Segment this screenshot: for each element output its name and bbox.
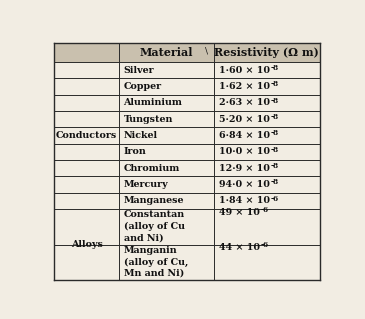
Text: -6: -6 bbox=[270, 195, 278, 203]
Text: 2·63 × 10: 2·63 × 10 bbox=[219, 99, 270, 108]
Text: -6: -6 bbox=[260, 206, 268, 214]
Text: Alloys: Alloys bbox=[71, 240, 103, 249]
Text: -8: -8 bbox=[270, 113, 278, 121]
Text: 49 × 10: 49 × 10 bbox=[219, 208, 260, 217]
Text: Constantan
(alloy of Cu
and Ni): Constantan (alloy of Cu and Ni) bbox=[123, 210, 185, 242]
Text: Chromium: Chromium bbox=[123, 164, 180, 173]
Text: 44 × 10: 44 × 10 bbox=[219, 243, 260, 252]
Text: -8: -8 bbox=[270, 178, 278, 186]
Text: Material: Material bbox=[140, 47, 193, 58]
Text: -8: -8 bbox=[270, 162, 278, 170]
Text: Nickel: Nickel bbox=[123, 131, 158, 140]
Text: -8: -8 bbox=[270, 80, 278, 88]
Text: Iron: Iron bbox=[123, 147, 146, 156]
Text: 6·84 × 10: 6·84 × 10 bbox=[219, 131, 270, 140]
Text: 5·20 × 10: 5·20 × 10 bbox=[219, 115, 270, 124]
Text: -8: -8 bbox=[270, 64, 278, 72]
Text: -6: -6 bbox=[260, 241, 268, 249]
Text: 1·84 × 10: 1·84 × 10 bbox=[219, 197, 270, 205]
Text: Silver: Silver bbox=[123, 66, 154, 75]
Text: 1·62 × 10: 1·62 × 10 bbox=[219, 82, 270, 91]
Text: \: \ bbox=[205, 47, 208, 56]
Text: Mercury: Mercury bbox=[123, 180, 168, 189]
Text: -8: -8 bbox=[270, 97, 278, 105]
Text: Resistivity (Ω m): Resistivity (Ω m) bbox=[215, 47, 319, 58]
Text: Tungsten: Tungsten bbox=[123, 115, 173, 124]
Text: Copper: Copper bbox=[123, 82, 162, 91]
Text: 10·0 × 10: 10·0 × 10 bbox=[219, 147, 270, 156]
Text: Manganese: Manganese bbox=[123, 197, 184, 205]
Text: 12·9 × 10: 12·9 × 10 bbox=[219, 164, 270, 173]
Text: 1·60 × 10: 1·60 × 10 bbox=[219, 66, 270, 75]
Text: Manganin
(alloy of Cu,
Mn and Ni): Manganin (alloy of Cu, Mn and Ni) bbox=[123, 246, 188, 278]
Bar bbox=[54, 43, 320, 62]
Text: 94·0 × 10: 94·0 × 10 bbox=[219, 180, 270, 189]
Text: Aluminium: Aluminium bbox=[123, 99, 182, 108]
Text: Conductors: Conductors bbox=[56, 131, 117, 140]
Text: -8: -8 bbox=[270, 130, 278, 137]
Text: -8: -8 bbox=[270, 146, 278, 154]
